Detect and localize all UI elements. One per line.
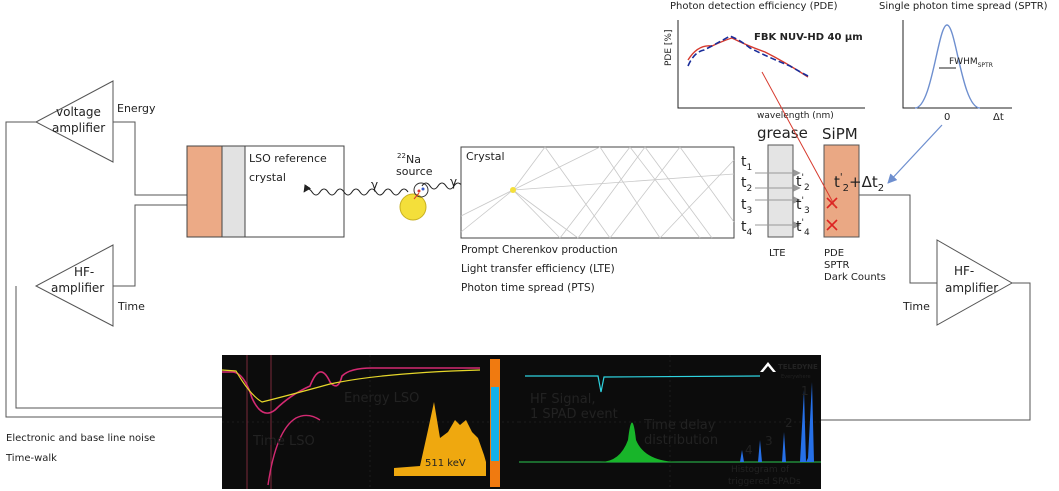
time-label-left: Time xyxy=(117,300,145,313)
histogram-label-2: triggered SPADs xyxy=(728,477,801,487)
na-source: 22 Na source xyxy=(396,152,433,221)
peak-2-label: 2 xyxy=(785,416,793,430)
source-word: source xyxy=(396,165,433,178)
sptr-delta-t-label: Δt xyxy=(993,112,1004,123)
peak-4-label: 4 xyxy=(745,443,753,457)
svg-text:t2: t2 xyxy=(741,175,752,194)
gamma-right: γ xyxy=(450,175,457,189)
light-paths xyxy=(460,146,735,239)
gamma-left: γ xyxy=(371,178,378,192)
brand-sub-label: Everywhere xyxy=(781,374,811,380)
pde-title: Photon detection efficiency (PDE) xyxy=(670,1,838,12)
brand-label: TELEDYNE xyxy=(778,363,818,371)
crystal: Crystal Prompt Cherenkov production Ligh… xyxy=(460,146,735,294)
pde-inset: Photon detection efficiency (PDE) PDE [%… xyxy=(664,1,865,209)
dark-counts-label: Dark Counts xyxy=(824,272,886,283)
sptr-inset: Single photon time spread (SPTR) FWHMSPT… xyxy=(879,1,1048,184)
cherenkov-label: Prompt Cherenkov production xyxy=(461,244,618,256)
sptr-title: Single photon time spread (SPTR) xyxy=(879,1,1048,12)
sipm-label: SiPM xyxy=(822,125,858,143)
crystal-label: Crystal xyxy=(466,150,505,163)
time-label-right: Time xyxy=(902,300,930,313)
lso-reference-crystal: LSO reference crystal xyxy=(186,145,345,238)
hf-amplifier-right-label-1: HF- xyxy=(954,264,974,278)
kev-label: 511 keV xyxy=(425,458,466,469)
hf-amplifier-left: HF- amplifier xyxy=(34,244,114,327)
hf-signal-label-2: 1 SPAD event xyxy=(530,407,618,422)
svg-text:t4: t4 xyxy=(741,219,753,238)
time-walk-label: Time-walk xyxy=(5,453,57,464)
lost-photon-marks xyxy=(826,197,838,231)
time-delay-label-2: distribution xyxy=(644,433,718,448)
sptr-prop-label: SPTR xyxy=(824,260,849,271)
svg-text:t'4: t'4 xyxy=(796,218,810,238)
lso-label-1: LSO reference xyxy=(249,152,327,165)
oscilloscope-right: HF Signal, 1 SPAD event Time delay distr… xyxy=(519,355,821,489)
grease-label: grease xyxy=(757,124,808,142)
pde-axis-label: PDE [%] xyxy=(664,30,674,66)
pts-line-label: Photon time spread (PTS) xyxy=(461,282,595,294)
grease-block: grease LTE xyxy=(755,124,808,259)
svg-text:t3: t3 xyxy=(741,197,752,216)
sptr-zero-label: 0 xyxy=(944,112,950,123)
lte-line-label: Light transfer efficiency (LTE) xyxy=(461,263,615,275)
source-superscript: 22 xyxy=(397,152,406,160)
noise-label: Electronic and base line noise xyxy=(6,433,155,444)
time-delay-label-1: Time delay xyxy=(643,418,716,433)
oscilloscope-left: Energy LSO Time LSO 511 keV xyxy=(221,355,519,489)
histogram-label-1: Histogram of xyxy=(731,465,790,475)
peak-3-label: 3 xyxy=(765,434,773,448)
time-lso-label: Time LSO xyxy=(252,434,315,449)
hf-amplifier-left-label-1: HF- xyxy=(74,265,94,279)
pde-prop-label: PDE xyxy=(824,248,844,259)
lte-label: LTE xyxy=(769,248,786,259)
svg-text:t'3: t'3 xyxy=(796,196,810,216)
t2-plus-delta: t'2+Δt2 xyxy=(834,172,884,194)
sipm-block: SiPM PDE SPTR Dark Counts xyxy=(822,125,886,283)
time-stamps-left: t1 t2 t3 t4 xyxy=(741,154,753,238)
hf-amplifier-right: HF- amplifier xyxy=(936,239,1014,326)
hf-signal-label-1: HF Signal, xyxy=(530,392,595,407)
teledyne-logo-icon xyxy=(760,362,776,372)
fwhm-label: FWHMSPTR xyxy=(949,57,993,69)
time-stamps-right: t'2 t'3 t'4 xyxy=(796,173,810,238)
voltage-amplifier-label-2: amplifier xyxy=(52,121,105,135)
energy-label: Energy xyxy=(117,102,156,115)
fbk-label: FBK NUV-HD 40 µm xyxy=(754,32,863,43)
hf-amplifier-right-label-2: amplifier xyxy=(945,281,998,295)
voltage-amplifier: voltage amplifier xyxy=(34,80,114,163)
svg-text:t'2: t'2 xyxy=(796,173,810,193)
source-element: Na xyxy=(406,153,421,166)
svg-text:t1: t1 xyxy=(741,154,752,173)
energy-lso-label: Energy LSO xyxy=(344,391,419,406)
lso-label-2: crystal xyxy=(249,171,286,184)
peak-1-label: 1 xyxy=(801,384,809,398)
right-wiring xyxy=(820,194,1031,421)
left-wiring xyxy=(5,121,222,418)
voltage-amplifier-label-1: voltage xyxy=(56,105,101,119)
hf-amplifier-left-label-2: amplifier xyxy=(51,281,104,295)
wavelength-axis-label: wavelength (nm) xyxy=(757,111,834,121)
